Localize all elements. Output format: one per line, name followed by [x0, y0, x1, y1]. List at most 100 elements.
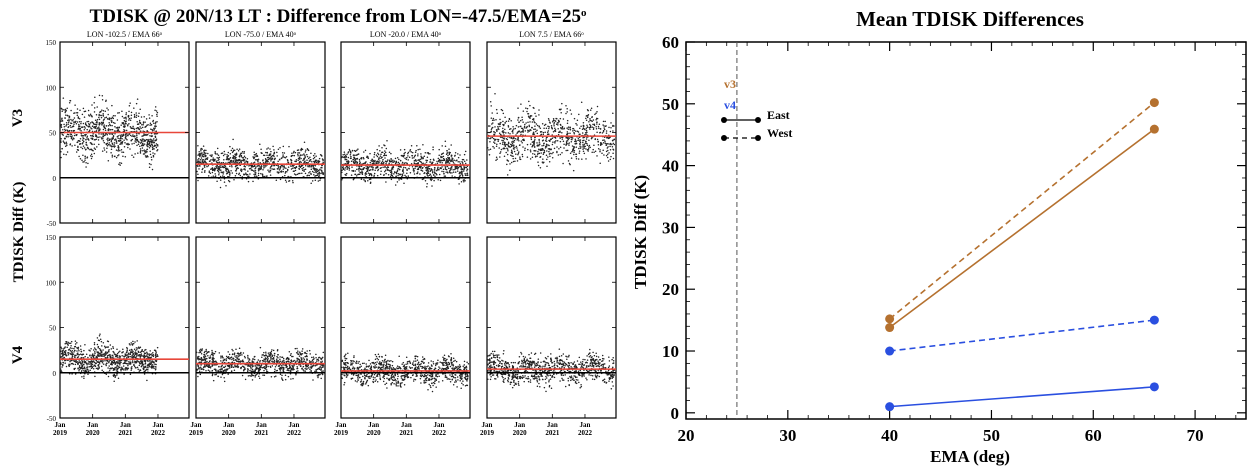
data-point	[257, 160, 259, 163]
data-point	[341, 166, 344, 169]
data-point	[605, 137, 608, 139]
data-point	[101, 94, 104, 97]
data-point	[89, 148, 91, 151]
data-point	[137, 360, 139, 362]
data-point	[106, 134, 109, 136]
data-point	[137, 143, 140, 145]
data-point	[284, 171, 287, 173]
data-point	[227, 155, 230, 157]
data-point	[118, 366, 121, 368]
data-point	[60, 353, 63, 355]
data-point	[93, 343, 96, 346]
data-point	[135, 353, 137, 355]
data-point	[266, 159, 268, 161]
data-point	[373, 153, 376, 156]
data-point	[425, 161, 428, 163]
data-point	[141, 349, 143, 352]
data-point	[279, 147, 281, 149]
data-point	[486, 146, 489, 149]
data-point	[599, 144, 602, 147]
data-point	[306, 147, 309, 150]
data-point	[441, 166, 443, 168]
data-point	[385, 154, 388, 157]
data-point	[346, 168, 348, 170]
data-point	[609, 149, 612, 151]
data-point	[246, 162, 249, 164]
data-point	[151, 354, 153, 357]
data-point	[584, 142, 587, 144]
data-point	[556, 140, 559, 142]
data-point	[123, 373, 125, 375]
data-point	[282, 154, 284, 156]
data-point	[222, 154, 225, 157]
data-point	[122, 151, 125, 153]
data-point	[489, 100, 492, 103]
data-point	[366, 170, 369, 172]
data-point	[142, 150, 144, 152]
data-point	[503, 123, 505, 126]
data-point	[234, 155, 236, 158]
data-point	[582, 148, 584, 150]
data-point	[434, 167, 436, 169]
data-point	[104, 110, 107, 113]
data-point	[139, 151, 142, 153]
data-point	[450, 144, 452, 146]
data-point	[360, 168, 362, 171]
data-point	[154, 144, 156, 147]
data-point	[541, 123, 544, 125]
data-point	[107, 129, 110, 132]
data-point	[154, 153, 156, 155]
data-point	[149, 356, 151, 359]
data-point	[502, 139, 505, 142]
data-point	[313, 357, 315, 360]
data-point	[156, 115, 158, 117]
data-point	[125, 113, 127, 116]
data-point	[60, 138, 62, 140]
data-point	[406, 169, 408, 172]
data-point	[66, 151, 69, 153]
data-point	[493, 131, 495, 133]
data-point	[135, 102, 138, 105]
data-point	[373, 174, 375, 177]
data-point	[315, 353, 317, 356]
data-point	[197, 160, 199, 163]
data-point	[120, 369, 122, 372]
data-point	[203, 151, 205, 154]
data-point	[494, 142, 496, 145]
data-point	[398, 166, 401, 168]
data-point	[376, 155, 379, 158]
data-point	[90, 367, 93, 369]
data-point	[545, 127, 548, 130]
data-point	[355, 175, 358, 177]
data-point	[218, 174, 220, 176]
data-point	[111, 116, 114, 118]
data-point	[441, 145, 443, 147]
y-tick-label: 150	[46, 39, 57, 47]
data-point	[549, 148, 551, 151]
data-point	[141, 147, 144, 149]
data-point	[578, 150, 581, 152]
data-point	[511, 130, 513, 133]
data-point	[427, 165, 429, 168]
data-point	[301, 167, 303, 170]
data-point	[113, 142, 116, 144]
data-point	[404, 174, 406, 177]
data-point	[91, 361, 93, 363]
data-point	[540, 133, 543, 136]
data-point	[464, 173, 466, 175]
data-point	[371, 167, 374, 169]
data-point	[80, 350, 83, 353]
data-point	[62, 109, 64, 111]
data-point	[566, 149, 569, 152]
data-point	[266, 156, 269, 159]
data-point	[426, 182, 428, 185]
data-point	[95, 123, 98, 126]
data-point	[148, 363, 151, 366]
data-point	[128, 119, 130, 121]
y-tick-label: -50	[47, 220, 57, 228]
data-point	[71, 355, 74, 357]
data-point	[121, 110, 123, 112]
data-point	[116, 142, 118, 144]
data-point	[302, 166, 305, 169]
data-point	[448, 159, 450, 162]
